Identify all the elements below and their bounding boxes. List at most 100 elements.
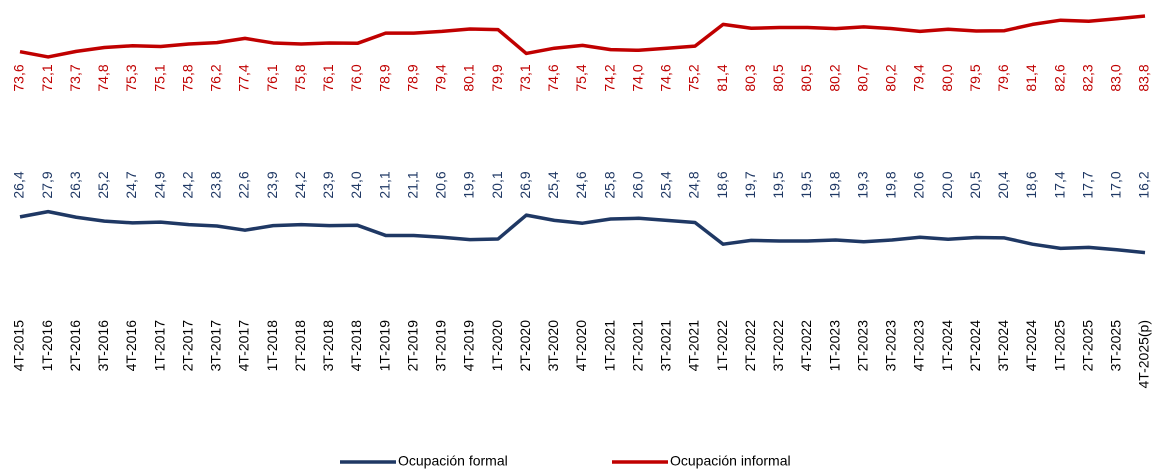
data-label: 20,1: [489, 171, 505, 198]
x-tick-label: 1T-2022: [714, 320, 730, 372]
x-tick-label: 3T-2020: [545, 320, 561, 372]
data-label: 80,7: [854, 64, 870, 91]
x-tick-label: 3T-2016: [95, 320, 111, 372]
x-tick-label: 1T-2025: [1051, 320, 1067, 372]
data-label: 26,0: [629, 171, 645, 198]
data-label: 23,8: [208, 171, 224, 198]
x-tick-label: 3T-2017: [208, 320, 224, 372]
data-label: 80,2: [826, 64, 842, 91]
x-tick-label: 4T-2021: [686, 320, 702, 372]
data-label: 78,9: [376, 64, 392, 91]
legend-label: Ocupación formal: [398, 453, 508, 469]
x-tick-label: 2T-2025: [1079, 320, 1095, 372]
data-label: 24,0: [348, 171, 364, 198]
x-tick-label: 2T-2019: [404, 320, 420, 372]
x-tick-label: 1T-2018: [264, 320, 280, 372]
data-label: 76,1: [320, 64, 336, 91]
data-label: 74,2: [601, 64, 617, 91]
data-label: 17,7: [1079, 171, 1095, 198]
x-tick-label: 1T-2020: [489, 320, 505, 372]
data-label: 24,2: [292, 171, 308, 198]
data-label: 20,4: [995, 171, 1011, 198]
data-label: 20,5: [967, 171, 983, 198]
x-tick-label: 1T-2019: [376, 320, 392, 372]
data-label: 80,3: [742, 64, 758, 91]
data-label: 79,4: [911, 64, 927, 91]
x-tick-label: 2T-2023: [854, 320, 870, 372]
x-tick-label: 4T-2024: [1023, 320, 1039, 372]
data-label: 26,4: [11, 171, 27, 198]
x-tick-label: 3T-2019: [433, 320, 449, 372]
x-tick-label: 3T-2024: [995, 320, 1011, 372]
data-label: 19,5: [770, 171, 786, 198]
x-tick-label: 4T-2016: [123, 320, 139, 372]
x-tick-label: 4T-2023: [911, 320, 927, 372]
x-tick-label: 1T-2023: [826, 320, 842, 372]
x-tick-label: 1T-2024: [939, 320, 955, 372]
data-label: 24,8: [686, 171, 702, 198]
x-tick-label: 2T-2016: [67, 320, 83, 372]
data-label: 79,6: [995, 64, 1011, 91]
x-tick-label: 1T-2016: [39, 320, 55, 372]
data-label: 76,0: [348, 64, 364, 91]
data-label: 74,6: [545, 64, 561, 91]
data-label: 80,1: [461, 64, 477, 91]
x-tick-label: 2T-2020: [517, 320, 533, 372]
x-tick-label: 3T-2025: [1108, 320, 1124, 372]
data-label: 75,4: [573, 64, 589, 91]
data-label: 19,5: [798, 171, 814, 198]
data-label: 76,1: [264, 64, 280, 91]
data-label: 73,7: [67, 64, 83, 91]
data-label: 24,2: [179, 171, 195, 198]
x-tick-label: 4T-2017: [236, 320, 252, 372]
x-tick-label: 2T-2024: [967, 320, 983, 372]
legend-label: Ocupación informal: [670, 453, 791, 469]
data-label: 20,0: [939, 171, 955, 198]
x-tick-label: 4T-2015: [11, 320, 27, 372]
data-label: 25,4: [545, 171, 561, 198]
data-label: 83,8: [1136, 64, 1152, 91]
data-label: 76,2: [208, 64, 224, 91]
data-label: 23,9: [320, 171, 336, 198]
x-tick-label: 3T-2018: [320, 320, 336, 372]
x-tick-label: 4T-2019: [461, 320, 477, 372]
data-label: 20,6: [433, 171, 449, 198]
x-tick-label: 3T-2021: [658, 320, 674, 372]
data-label: 26,9: [517, 171, 533, 198]
x-tick-label: 2T-2022: [742, 320, 758, 372]
x-tick-label: 4T-2025(p): [1136, 320, 1152, 388]
data-label: 19,8: [883, 171, 899, 198]
data-label: 80,0: [939, 64, 955, 91]
data-label: 17,4: [1051, 171, 1067, 198]
data-label: 23,9: [264, 171, 280, 198]
data-label: 17,0: [1108, 171, 1124, 198]
data-label: 24,7: [123, 171, 139, 198]
data-label: 83,0: [1108, 64, 1124, 91]
x-tick-label: 3T-2023: [883, 320, 899, 372]
data-label: 75,3: [123, 64, 139, 91]
data-label: 74,6: [658, 64, 674, 91]
x-tick-label: 1T-2021: [601, 320, 617, 372]
data-label: 20,6: [911, 171, 927, 198]
x-tick-label: 2T-2021: [629, 320, 645, 372]
data-label: 25,2: [95, 171, 111, 198]
x-tick-label: 2T-2017: [179, 320, 195, 372]
data-label: 79,9: [489, 64, 505, 91]
data-label: 82,3: [1079, 64, 1095, 91]
data-label: 22,6: [236, 171, 252, 198]
data-label: 77,4: [236, 64, 252, 91]
data-label: 18,6: [714, 171, 730, 198]
data-label: 75,8: [179, 64, 195, 91]
data-label: 73,6: [11, 64, 27, 91]
data-label: 26,3: [67, 171, 83, 198]
data-label: 81,4: [714, 64, 730, 91]
data-label: 25,4: [658, 171, 674, 198]
data-label: 21,1: [376, 171, 392, 198]
data-label: 81,4: [1023, 64, 1039, 91]
data-label: 74,8: [95, 64, 111, 91]
data-label: 21,1: [404, 171, 420, 198]
data-label: 75,8: [292, 64, 308, 91]
data-label: 27,9: [39, 171, 55, 198]
x-tick-label: 1T-2017: [151, 320, 167, 372]
